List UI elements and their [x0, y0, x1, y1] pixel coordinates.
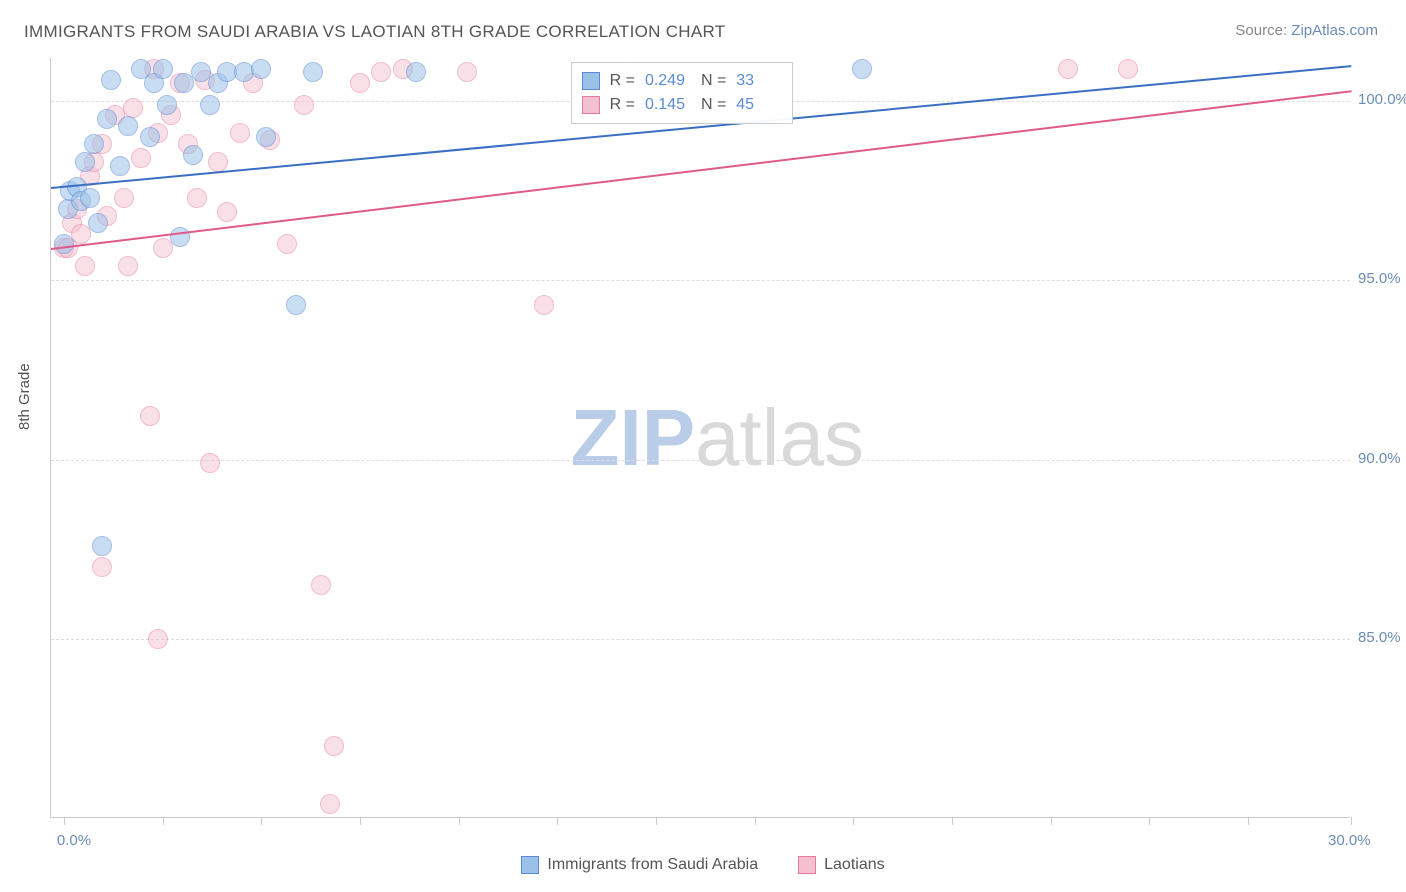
scatter-point [153, 59, 173, 79]
scatter-point [80, 188, 100, 208]
scatter-point [256, 127, 276, 147]
x-tick [163, 817, 164, 825]
y-axis-label: 8th Grade [16, 363, 33, 430]
stat-n-value: 33 [736, 69, 782, 93]
scatter-point [75, 256, 95, 276]
scatter-point [286, 295, 306, 315]
stat-n-label: N = [701, 93, 726, 117]
scatter-point [324, 736, 344, 756]
x-tick [853, 817, 854, 825]
x-tick [261, 817, 262, 825]
scatter-point [534, 295, 554, 315]
scatter-point [371, 62, 391, 82]
stats-row: R = 0.249 N = 33 [582, 69, 783, 93]
scatter-point [140, 127, 160, 147]
scatter-point [1058, 59, 1078, 79]
stat-n-label: N = [701, 69, 726, 93]
gridline [51, 460, 1350, 461]
scatter-point [457, 62, 477, 82]
legend-swatch [582, 72, 600, 90]
scatter-point [118, 256, 138, 276]
x-tick [459, 817, 460, 825]
bottom-legend: Immigrants from Saudi Arabia Laotians [0, 856, 1406, 874]
scatter-point [118, 116, 138, 136]
scatter-point [123, 98, 143, 118]
scatter-point [170, 227, 190, 247]
stat-r-value: 0.249 [645, 69, 691, 93]
scatter-point [110, 156, 130, 176]
legend-swatch [798, 856, 816, 874]
scatter-point [54, 234, 74, 254]
stat-r-label: R = [610, 93, 635, 117]
scatter-point [140, 406, 160, 426]
legend-swatch [521, 856, 539, 874]
x-tick [1149, 817, 1150, 825]
scatter-point [320, 794, 340, 814]
scatter-point [101, 70, 121, 90]
x-tick-label: 30.0% [1328, 832, 1371, 849]
scatter-point [217, 202, 237, 222]
legend-swatch [582, 96, 600, 114]
scatter-point [114, 188, 134, 208]
stats-legend-box: R = 0.249 N = 33 R = 0.145 N = 45 [571, 62, 794, 124]
x-tick [360, 817, 361, 825]
scatter-point [852, 59, 872, 79]
x-tick [557, 817, 558, 825]
source-attribution: Source: ZipAtlas.com [1235, 22, 1378, 39]
scatter-point [92, 557, 112, 577]
scatter-point [208, 152, 228, 172]
stats-row: R = 0.145 N = 45 [582, 93, 783, 117]
gridline [51, 280, 1350, 281]
legend-label: Immigrants from Saudi Arabia [547, 856, 758, 874]
stat-r-label: R = [610, 69, 635, 93]
scatter-point [311, 575, 331, 595]
scatter-point [88, 213, 108, 233]
scatter-point [187, 188, 207, 208]
scatter-point [148, 629, 168, 649]
scatter-point [131, 148, 151, 168]
gridline [51, 639, 1350, 640]
legend-item: Laotians [798, 856, 885, 874]
y-tick-label: 90.0% [1358, 450, 1401, 467]
y-tick-label: 100.0% [1358, 91, 1406, 108]
stat-r-value: 0.145 [645, 93, 691, 117]
scatter-point [84, 134, 104, 154]
scatter-point [200, 453, 220, 473]
scatter-point [97, 109, 117, 129]
scatter-point [157, 95, 177, 115]
x-tick [64, 817, 65, 825]
watermark-atlas: atlas [695, 393, 864, 482]
source-link[interactable]: ZipAtlas.com [1291, 22, 1378, 39]
scatter-point [183, 145, 203, 165]
x-tick-label: 0.0% [57, 832, 91, 849]
watermark: ZIPatlas [571, 392, 864, 484]
y-tick-label: 95.0% [1358, 270, 1401, 287]
x-tick [656, 817, 657, 825]
source-label: Source: [1235, 22, 1291, 39]
scatter-point [75, 152, 95, 172]
scatter-point [406, 62, 426, 82]
scatter-point [251, 59, 271, 79]
scatter-point [294, 95, 314, 115]
legend-label: Laotians [824, 856, 885, 874]
x-tick [952, 817, 953, 825]
x-tick [1248, 817, 1249, 825]
x-tick [1051, 817, 1052, 825]
scatter-point [92, 536, 112, 556]
scatter-point [200, 95, 220, 115]
scatter-point [277, 234, 297, 254]
stat-n-value: 45 [736, 93, 782, 117]
scatter-point [230, 123, 250, 143]
watermark-zip: ZIP [571, 393, 695, 482]
x-tick [755, 817, 756, 825]
legend-item: Immigrants from Saudi Arabia [521, 856, 758, 874]
scatter-point [1118, 59, 1138, 79]
scatter-point [303, 62, 323, 82]
scatter-point [350, 73, 370, 93]
y-tick-label: 85.0% [1358, 629, 1401, 646]
chart-plot-area: ZIPatlas R = 0.249 N = 33 R = 0.145 N = 45 [50, 58, 1350, 818]
x-tick [1351, 817, 1352, 825]
chart-title: IMMIGRANTS FROM SAUDI ARABIA VS LAOTIAN … [24, 22, 725, 42]
